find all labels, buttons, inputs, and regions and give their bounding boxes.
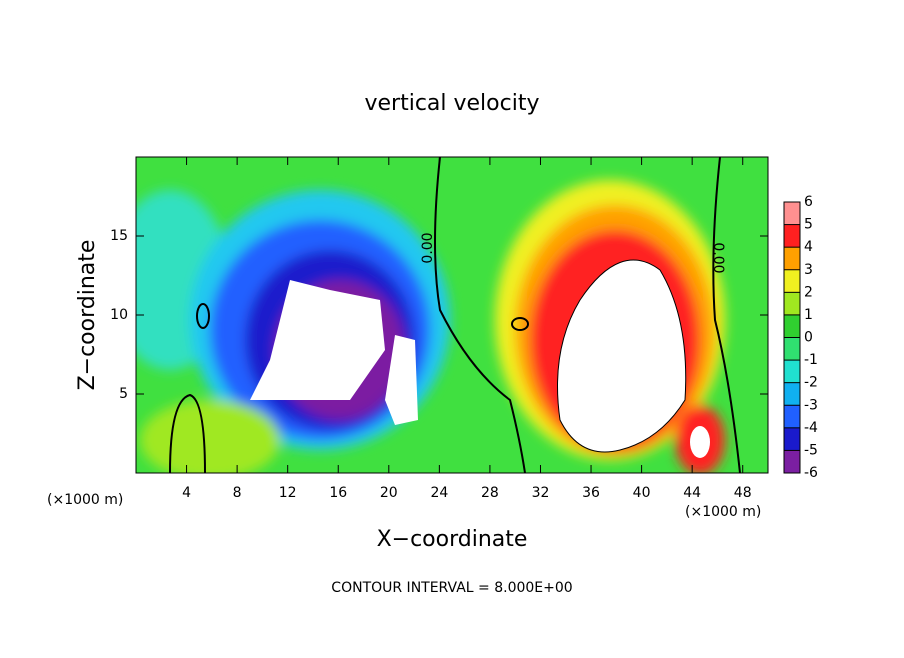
colorbar-label: -5	[804, 442, 818, 458]
colorbar-swatch	[784, 382, 800, 406]
colorbar-swatch	[784, 427, 800, 451]
x-tick-label: 20	[380, 485, 398, 501]
x-units-label: (×1000 m)	[685, 504, 761, 520]
y-tick-label: 15	[110, 228, 128, 244]
x-axis-label: X−coordinate	[377, 527, 528, 552]
colorbar-swatch	[784, 202, 800, 225]
colorbar-label: 5	[804, 217, 813, 233]
x-tick-label: 8	[233, 485, 242, 501]
x-tick-label: 24	[430, 485, 448, 501]
field	[136, 157, 768, 473]
x-tick-label: 12	[279, 485, 297, 501]
colorbar-label: 2	[804, 284, 813, 300]
contour-label: 0.00	[420, 232, 436, 263]
y-tick-label: 5	[119, 386, 128, 402]
x-tick-label: 4	[182, 485, 191, 501]
colorbar-label: -2	[804, 375, 818, 391]
x-tick-label: 16	[329, 485, 347, 501]
colorbar-swatch	[784, 292, 800, 315]
colorbar-label: 6	[804, 194, 813, 210]
colorbar-swatch	[784, 269, 800, 293]
y-tick-label: 10	[110, 307, 128, 323]
colorbar-label: -4	[804, 420, 818, 436]
colorbar-swatch	[784, 337, 800, 361]
colorbar-label: 3	[804, 262, 813, 278]
contour-label: 0.00	[710, 242, 726, 273]
footer-note: CONTOUR INTERVAL = 8.000E+00	[331, 580, 572, 596]
colorbar-label: 0	[804, 330, 813, 346]
x-tick-label: 44	[683, 485, 701, 501]
x-units-label: (×1000 m)	[47, 492, 123, 508]
colorbar-label: -6	[804, 465, 818, 481]
x-tick-label: 28	[481, 485, 499, 501]
colorbar-swatch	[784, 247, 800, 270]
x-tick-label: 36	[582, 485, 600, 501]
chart-title: vertical velocity	[364, 91, 539, 116]
colorbar-swatch	[784, 450, 800, 473]
colorbar-label: 4	[804, 239, 813, 255]
colorbar-swatch	[784, 314, 800, 338]
x-tick-label: 48	[734, 485, 752, 501]
colorbar-swatch	[784, 405, 800, 428]
colorbar-label: 1	[804, 307, 813, 323]
x-tick-label: 32	[532, 485, 550, 501]
colorbar-label: -3	[804, 397, 818, 413]
colorbar-swatch	[784, 224, 800, 248]
colorbar-label: -1	[804, 352, 818, 368]
x-tick-label: 40	[633, 485, 651, 501]
y-axis-label: Z−coordinate	[75, 240, 100, 391]
colorbar-swatch	[784, 360, 800, 383]
